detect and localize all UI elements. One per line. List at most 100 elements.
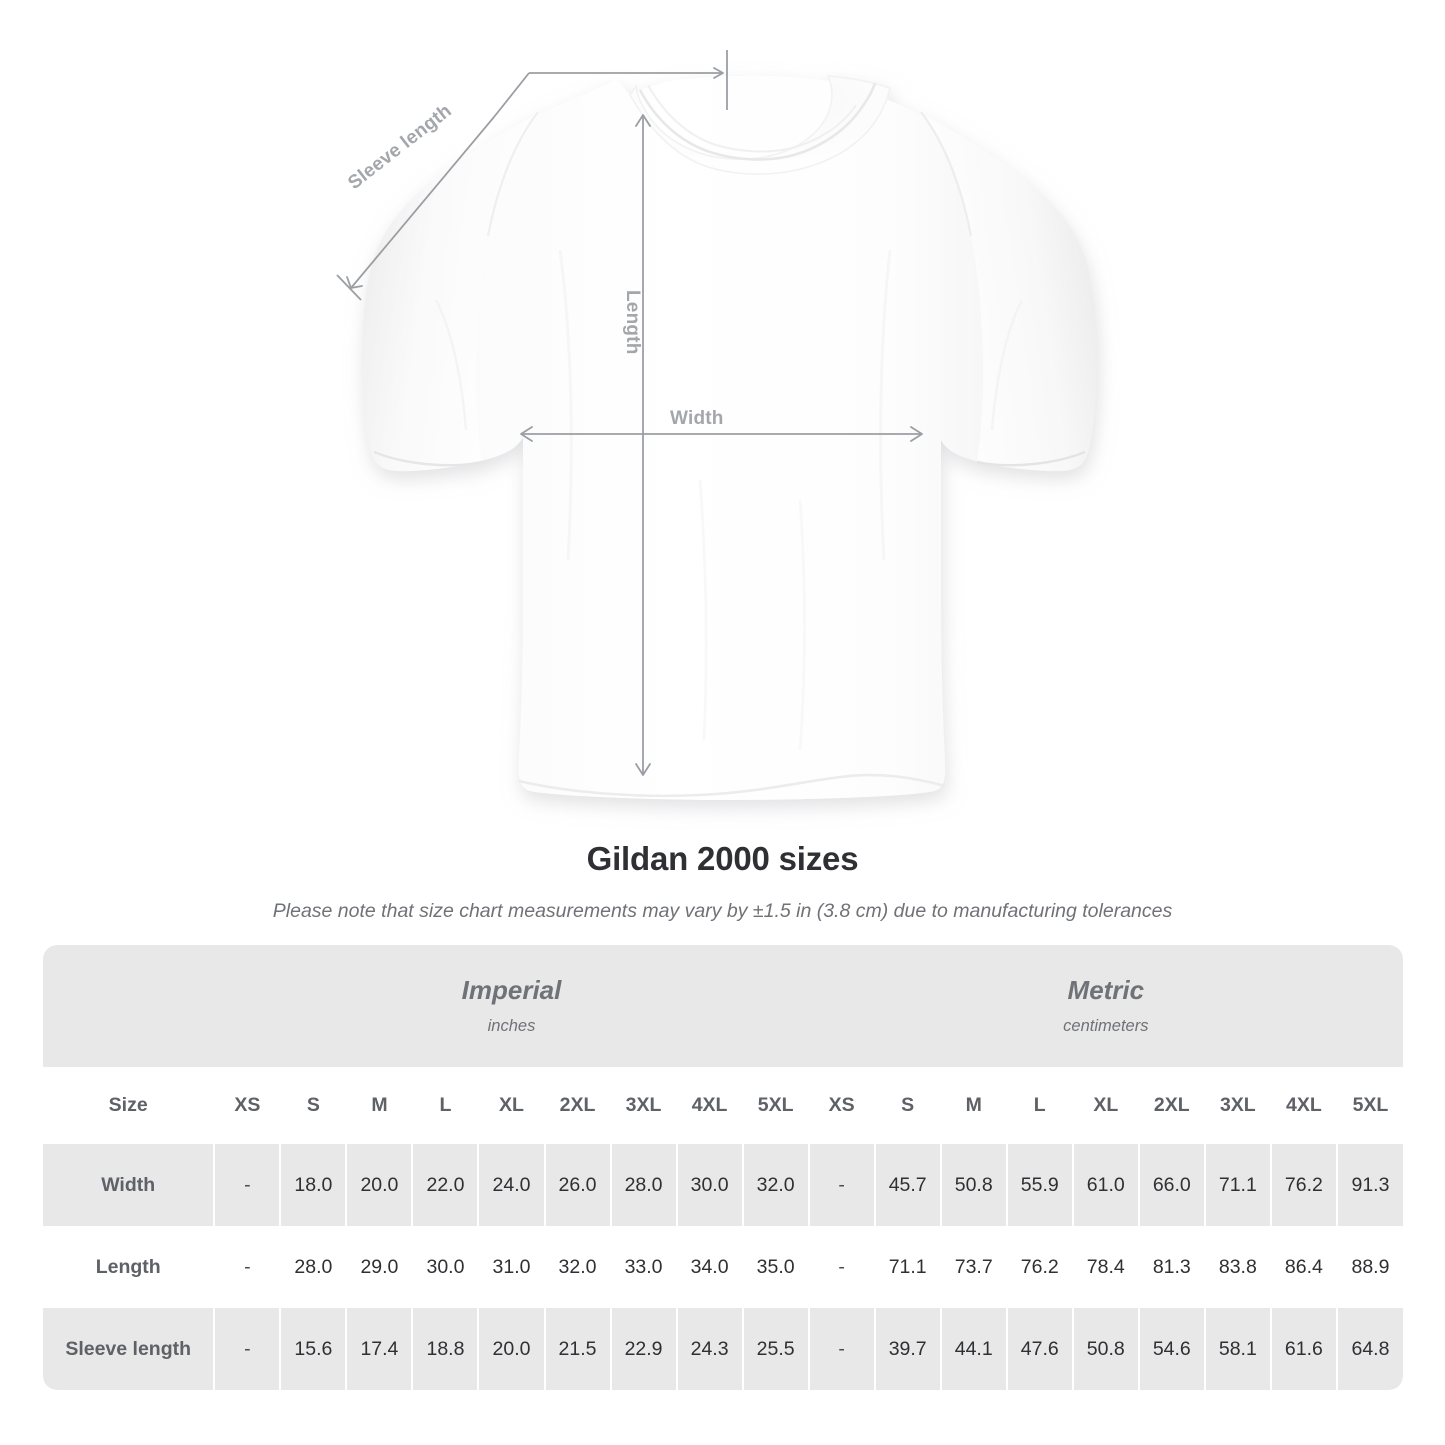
measurement-cell: - [213, 1308, 281, 1390]
measurement-cell: 18.0 [279, 1144, 347, 1226]
measurement-value: - [838, 1173, 845, 1196]
measurement-value: 32.0 [756, 1173, 795, 1196]
measurement-value: 71.1 [1218, 1173, 1257, 1196]
measurement-value: 25.5 [756, 1337, 795, 1360]
measurement-cell: 22.9 [609, 1308, 677, 1390]
measurement-value: 32.0 [558, 1255, 597, 1278]
measurement-cell: 64.8 [1335, 1308, 1403, 1390]
size-code-text: XL [499, 1094, 524, 1116]
size-code-text: 2XL [559, 1094, 596, 1116]
size-code-text: M [965, 1094, 982, 1116]
measurement-cell: - [807, 1226, 875, 1308]
measurement-value: 39.7 [888, 1337, 927, 1360]
measurement-cell: 58.1 [1203, 1308, 1271, 1390]
unit-group-metric: Metric centimeters [808, 945, 1403, 1067]
measurement-value: 15.6 [294, 1337, 333, 1360]
garment-shape [362, 75, 1097, 800]
size-header-metric-3xl: 3XL [1203, 1067, 1271, 1144]
size-column-header: Size [43, 1067, 215, 1144]
measurement-cell: 20.0 [477, 1308, 545, 1390]
size-code-text: 5XL [1352, 1094, 1389, 1116]
measurement-cell: 24.3 [675, 1308, 743, 1390]
measurement-cell: 71.1 [873, 1226, 941, 1308]
size-chart-table: Imperial inches Metric centimeters Size XS S M L… [43, 945, 1403, 1390]
size-code-text: L [1033, 1094, 1046, 1116]
size-header-metric-2xl: 2XL [1137, 1067, 1205, 1144]
size-code-text: 4XL [1285, 1094, 1322, 1116]
measurement-value: 50.8 [954, 1173, 993, 1196]
measurement-cell: 20.0 [345, 1144, 413, 1226]
size-code-text: 5XL [757, 1094, 794, 1116]
row-label-cell: Width [43, 1144, 215, 1226]
unit-name-label: inches [487, 1017, 536, 1036]
measurement-value: - [244, 1255, 251, 1278]
measurement-value: 22.9 [624, 1337, 663, 1360]
measurement-cell: 28.0 [279, 1226, 347, 1308]
measurement-value: 91.3 [1351, 1173, 1390, 1196]
measurement-cell: 30.0 [411, 1226, 479, 1308]
size-header-metric-xs: XS [807, 1067, 875, 1144]
measurement-value: 34.0 [690, 1255, 729, 1278]
measurement-value: 55.9 [1020, 1173, 1059, 1196]
measurement-cell: 35.0 [741, 1226, 809, 1308]
measurement-value: - [244, 1337, 251, 1360]
measurement-value: 21.5 [558, 1337, 597, 1360]
size-header-metric-5xl: 5XL [1335, 1067, 1403, 1144]
measurement-cell: 45.7 [873, 1144, 941, 1226]
measurement-cell: 31.0 [477, 1226, 545, 1308]
unit-banner-spacer [43, 945, 215, 1067]
unit-system-label: Imperial [461, 974, 562, 1005]
measurement-cell: 86.4 [1269, 1226, 1337, 1308]
measurement-cell: 50.8 [1071, 1308, 1139, 1390]
measurement-cell: 78.4 [1071, 1226, 1139, 1308]
size-header-imperial-3xl: 3XL [609, 1067, 677, 1144]
size-header-metric-4xl: 4XL [1269, 1067, 1337, 1144]
measurement-value: 50.8 [1086, 1337, 1125, 1360]
measurement-value: 29.0 [360, 1255, 399, 1278]
size-code-text: 3XL [1219, 1094, 1256, 1116]
measurement-cell: 73.7 [939, 1226, 1007, 1308]
measurement-value: 30.0 [426, 1255, 465, 1278]
measurement-value: 45.7 [888, 1173, 927, 1196]
measurement-cell: 28.0 [609, 1144, 677, 1226]
measurement-value: 35.0 [756, 1255, 795, 1278]
measurement-value: 28.0 [624, 1173, 663, 1196]
measurement-value: 33.0 [624, 1255, 663, 1278]
tshirt-diagram-panel: Sleeve length Length Width [336, 50, 1097, 800]
measurement-cell: 71.1 [1203, 1144, 1271, 1226]
measurement-value: 47.6 [1020, 1337, 1059, 1360]
size-header-imperial-4xl: 4XL [675, 1067, 743, 1144]
size-header-imperial-s: S [279, 1067, 347, 1144]
measurement-value: 81.3 [1152, 1255, 1191, 1278]
measurement-cell: 54.6 [1137, 1308, 1205, 1390]
size-code-text: 2XL [1153, 1094, 1190, 1116]
sleeve-length-arrow [336, 50, 728, 301]
size-header-metric-m: M [939, 1067, 1007, 1144]
size-code-text: XS [828, 1094, 855, 1116]
measurement-value: 76.2 [1284, 1173, 1323, 1196]
size-code-text: S [306, 1094, 320, 1116]
size-code-text: M [371, 1094, 388, 1116]
measurement-cell: 39.7 [873, 1308, 941, 1390]
table-row: Width - 18.0 20.0 22.0 24.0 26.0 28.0 30.0 32.0 - 4… [43, 1144, 1403, 1226]
width-arrow [520, 426, 923, 442]
measurement-cell: 32.0 [543, 1226, 611, 1308]
measurement-cell: 76.2 [1269, 1144, 1337, 1226]
measurement-value: 31.0 [492, 1255, 531, 1278]
measurement-cell: 32.0 [741, 1144, 809, 1226]
measurement-value: 86.4 [1284, 1255, 1323, 1278]
measurement-cell: 17.4 [345, 1308, 413, 1390]
size-header-imperial-l: L [411, 1067, 479, 1144]
measurement-value: - [838, 1337, 845, 1360]
measurement-value: 26.0 [558, 1173, 597, 1196]
measurement-cell: 25.5 [741, 1308, 809, 1390]
measurement-value: 78.4 [1086, 1255, 1125, 1278]
measurement-cell: 88.9 [1335, 1226, 1403, 1308]
tshirt-illustration: Sleeve length Length Width [336, 50, 1097, 800]
width-label: Width [670, 408, 724, 429]
measurement-value: 61.0 [1086, 1173, 1125, 1196]
measurement-cell: - [807, 1308, 875, 1390]
row-label-text: Length [95, 1255, 161, 1278]
measurement-cell: 76.2 [1005, 1226, 1073, 1308]
size-header-metric-s: S [873, 1067, 941, 1144]
